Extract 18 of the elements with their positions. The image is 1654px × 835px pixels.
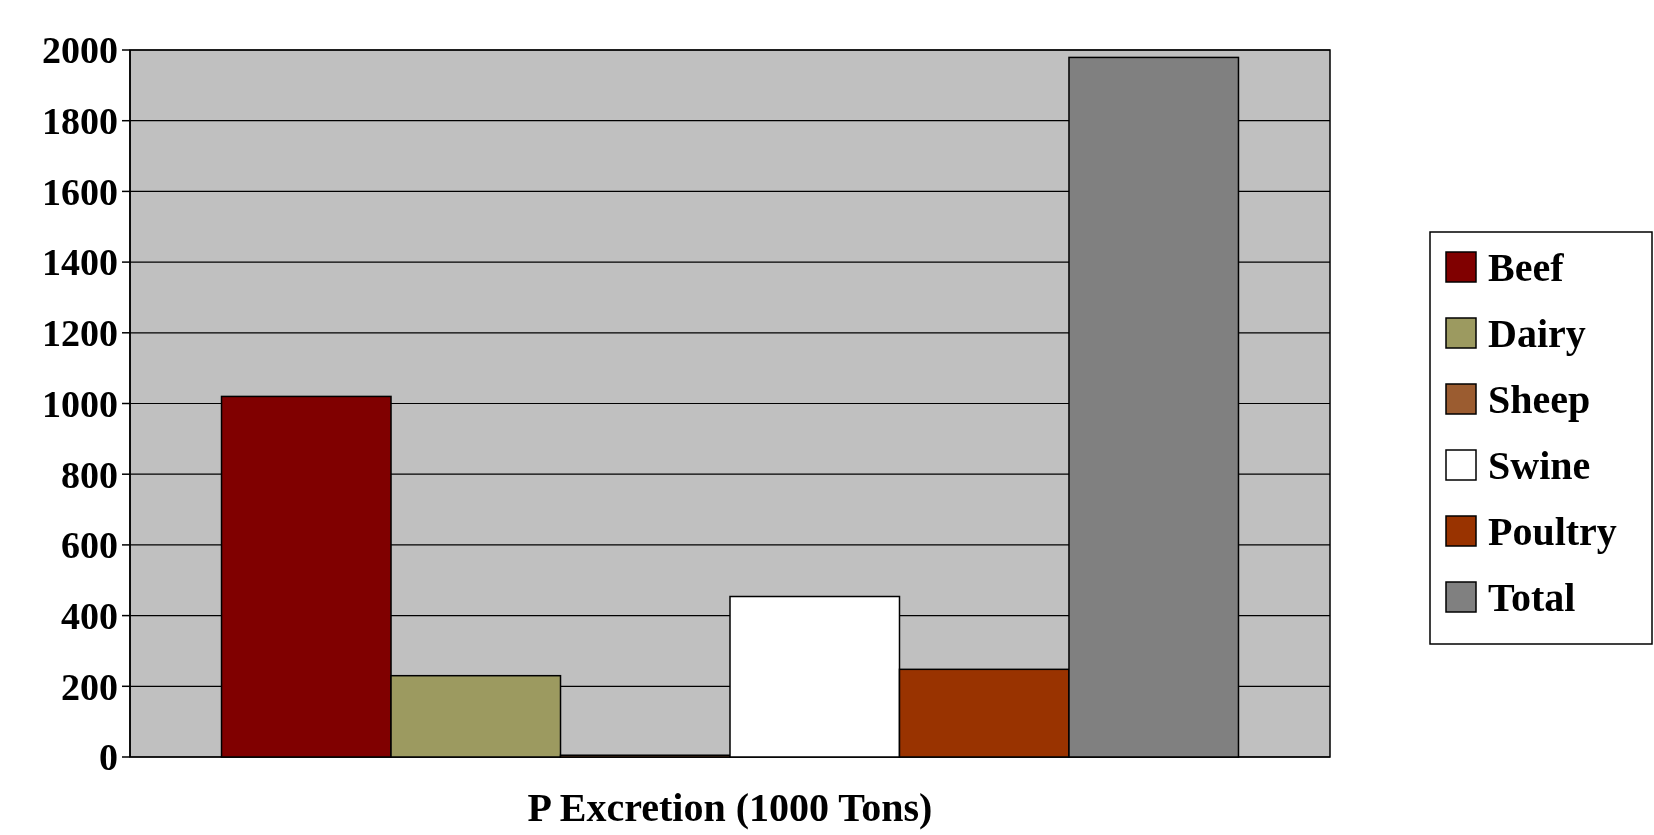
y-tick-label: 200: [61, 665, 118, 708]
y-tick-label: 1000: [42, 382, 118, 425]
legend-label: Beef: [1488, 245, 1565, 290]
legend-label: Dairy: [1488, 311, 1586, 356]
y-tick-label: 600: [61, 524, 118, 567]
y-tick-label: 800: [61, 453, 118, 496]
y-tick-label: 0: [99, 736, 118, 779]
y-tick-label: 1200: [42, 312, 118, 355]
legend-label: Poultry: [1488, 509, 1617, 554]
y-tick-label: 2000: [42, 29, 118, 72]
legend-label: Total: [1488, 575, 1576, 620]
y-tick-label: 1800: [42, 100, 118, 142]
y-tick-label: 1600: [42, 170, 118, 213]
legend-label: Swine: [1488, 443, 1591, 488]
x-axis-title: P Excretion (1000 Tons): [527, 785, 933, 830]
y-tick-label: 400: [61, 594, 118, 637]
legend-label: Sheep: [1488, 377, 1591, 422]
y-tick-label: 1400: [42, 241, 118, 284]
